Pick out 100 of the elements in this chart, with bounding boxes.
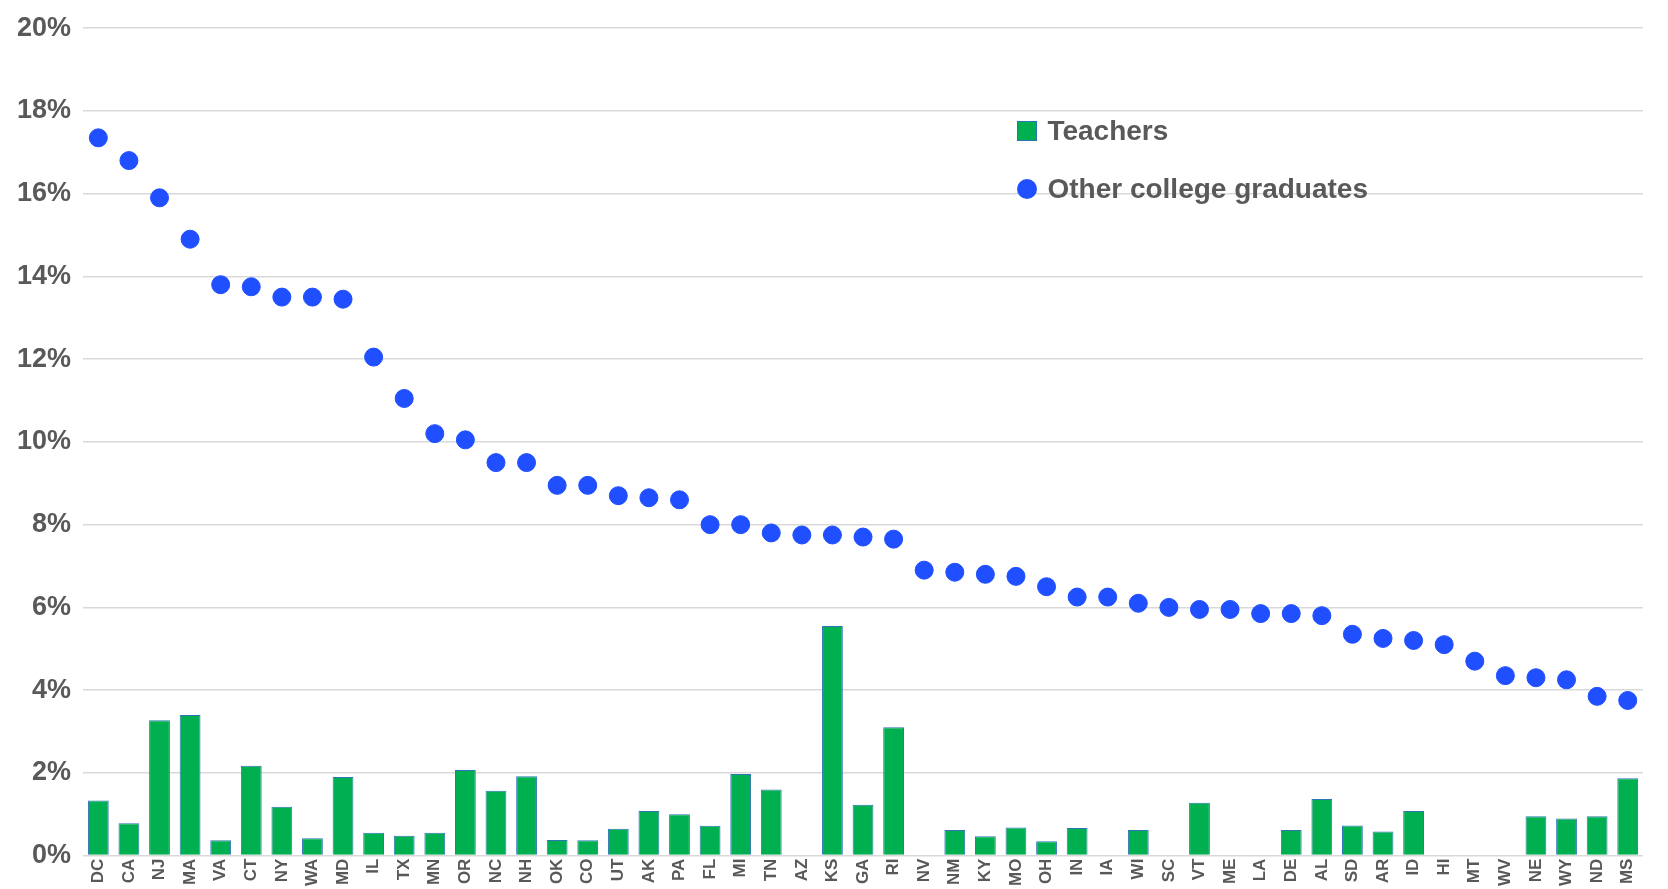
point [211,275,231,295]
x-tick-label: MA [179,858,199,886]
point [1557,670,1577,690]
point [914,560,934,580]
x-tick-label: VA [210,858,230,881]
x-tick-label: ME [1219,858,1239,885]
x-tick-label: ID [1403,858,1423,876]
point [1373,628,1393,648]
point [1067,587,1087,607]
legend-label: Other college graduates [1047,173,1368,205]
point [670,490,689,510]
point [517,453,537,473]
y-tick-label: 6% [32,590,72,621]
x-tick-label: OR [455,858,475,885]
x-tick-label: IN [1066,858,1086,876]
x-tick-label: NE [1525,858,1545,883]
x-tick-label: NC [485,858,505,884]
point [1006,566,1026,586]
point [1159,597,1179,617]
y-tick-label: 10% [16,425,72,456]
point [853,527,873,547]
x-tick-label: NV [913,857,933,883]
point [486,453,506,473]
y-tick-label: 2% [32,756,72,787]
point [425,424,445,444]
point [1434,635,1454,655]
x-tick-label: CT [240,858,260,882]
x-tick-label: AR [1372,858,1392,884]
point [1495,666,1515,686]
x-tick-label: FL [699,858,719,880]
x-tick-label: RI [883,858,903,876]
x-tick-label: OH [1036,858,1056,885]
point [88,128,108,148]
x-tick-label: MO [1005,858,1025,887]
point [822,525,842,545]
point [884,529,904,549]
point [364,347,384,367]
point [975,564,995,584]
y-tick-label: 8% [32,508,72,539]
x-tick-label: CA [118,858,138,884]
x-tick-label: HI [1433,858,1453,876]
point [272,287,292,307]
point [180,229,200,249]
y-tick-label: 12% [16,342,72,373]
x-tick-label: MD [332,858,352,886]
point [302,287,322,307]
point [700,515,720,535]
point [1189,599,1209,619]
point [639,488,659,508]
x-tick-label: WY [1556,857,1576,887]
point [150,188,170,208]
point [119,151,139,171]
point [333,289,353,309]
x-tick-label: MS [1617,858,1637,885]
x-tick-label: KY [975,857,995,883]
x-tick-label: AL [1311,858,1331,882]
point [945,562,965,582]
x-tick-label: KS [822,858,842,883]
x-tick-label: CO [577,858,597,885]
point [1465,651,1485,671]
x-tick-label: NJ [149,858,169,881]
x-tick-label: LA [1250,858,1270,882]
point [1098,587,1118,607]
point [1404,630,1424,650]
x-tick-label: OK [546,857,566,885]
y-tick-label: 4% [32,673,72,704]
x-tick-label: IA [1097,858,1117,876]
legend-label: Teachers [1047,115,1169,147]
point [731,515,751,535]
x-tick-label: MN [424,858,444,886]
point [1281,604,1301,624]
x-tick-label: SD [1342,858,1362,883]
x-tick-label: TX [393,857,413,881]
point [1342,624,1362,644]
x-tick-label: MT [1464,858,1484,884]
x-tick-label: DE [1280,858,1300,883]
x-tick-label: SC [1158,858,1178,883]
x-tick-label: ND [1586,858,1606,884]
point [1128,593,1148,613]
point [1037,577,1057,597]
point [1587,686,1607,706]
point [1220,599,1240,619]
x-tick-label: NM [944,858,964,886]
point [1526,668,1546,688]
x-tick-label: DC [88,858,108,884]
point [761,523,781,543]
point [1312,606,1332,626]
x-tick-label: AK [638,857,658,884]
x-tick-label: NY [271,857,291,883]
x-tick-label: UT [608,858,628,882]
point [1251,604,1271,624]
point [608,486,628,506]
y-tick-label: 16% [16,177,72,208]
point [578,475,598,495]
x-tick-label: WV [1495,857,1515,887]
point [792,525,812,545]
point [455,430,475,450]
x-tick-label: VT [1189,858,1209,881]
y-tick-label: 18% [16,94,72,125]
x-tick-label: GA [852,858,872,885]
